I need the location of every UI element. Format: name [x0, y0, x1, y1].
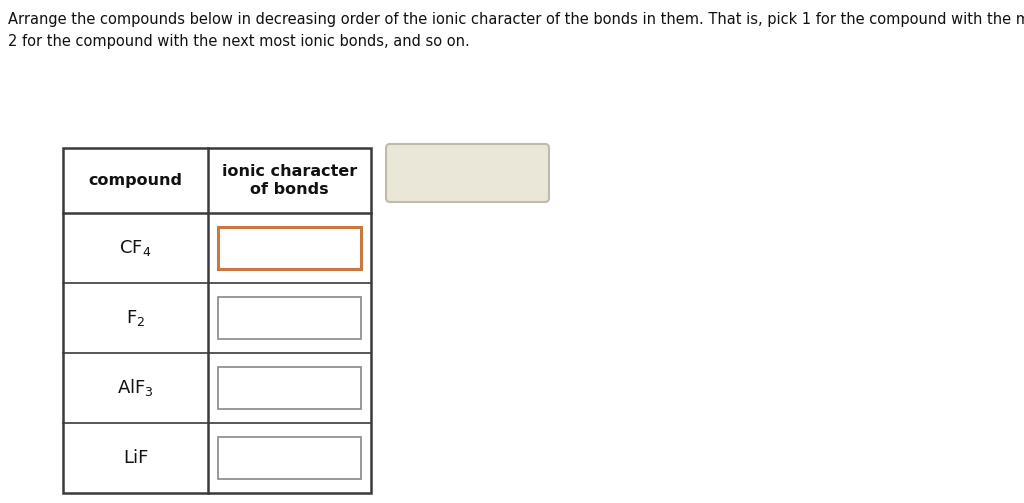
- Bar: [63, 148, 371, 493]
- Text: ▼: ▼: [347, 383, 354, 393]
- Text: ?: ?: [509, 164, 519, 182]
- Text: (Choose one): (Choose one): [226, 241, 314, 255]
- Bar: [218, 297, 361, 339]
- Text: (Choose one): (Choose one): [226, 452, 314, 464]
- Text: ▼: ▼: [347, 243, 354, 253]
- Text: 2 for the compound with the next most ionic bonds, and so on.: 2 for the compound with the next most io…: [8, 34, 470, 49]
- Text: AlF$_3$: AlF$_3$: [117, 377, 154, 398]
- Text: (Choose one): (Choose one): [226, 381, 314, 394]
- Bar: [218, 227, 361, 269]
- Text: F$_2$: F$_2$: [126, 308, 145, 328]
- Text: (Choose one): (Choose one): [226, 311, 314, 324]
- Text: ↺: ↺: [460, 164, 475, 182]
- Text: CF$_4$: CF$_4$: [120, 238, 152, 258]
- Text: ▼: ▼: [347, 313, 354, 323]
- Text: LiF: LiF: [123, 449, 148, 467]
- FancyBboxPatch shape: [386, 144, 549, 202]
- Text: ▼: ▼: [347, 453, 354, 463]
- Text: compound: compound: [88, 173, 182, 188]
- Bar: [218, 437, 361, 479]
- Text: ×: ×: [414, 164, 429, 182]
- Bar: [218, 367, 361, 409]
- Text: ionic character
of bonds: ionic character of bonds: [222, 164, 357, 197]
- Text: Arrange the compounds below in decreasing order of the ionic character of the bo: Arrange the compounds below in decreasin…: [8, 12, 1024, 27]
